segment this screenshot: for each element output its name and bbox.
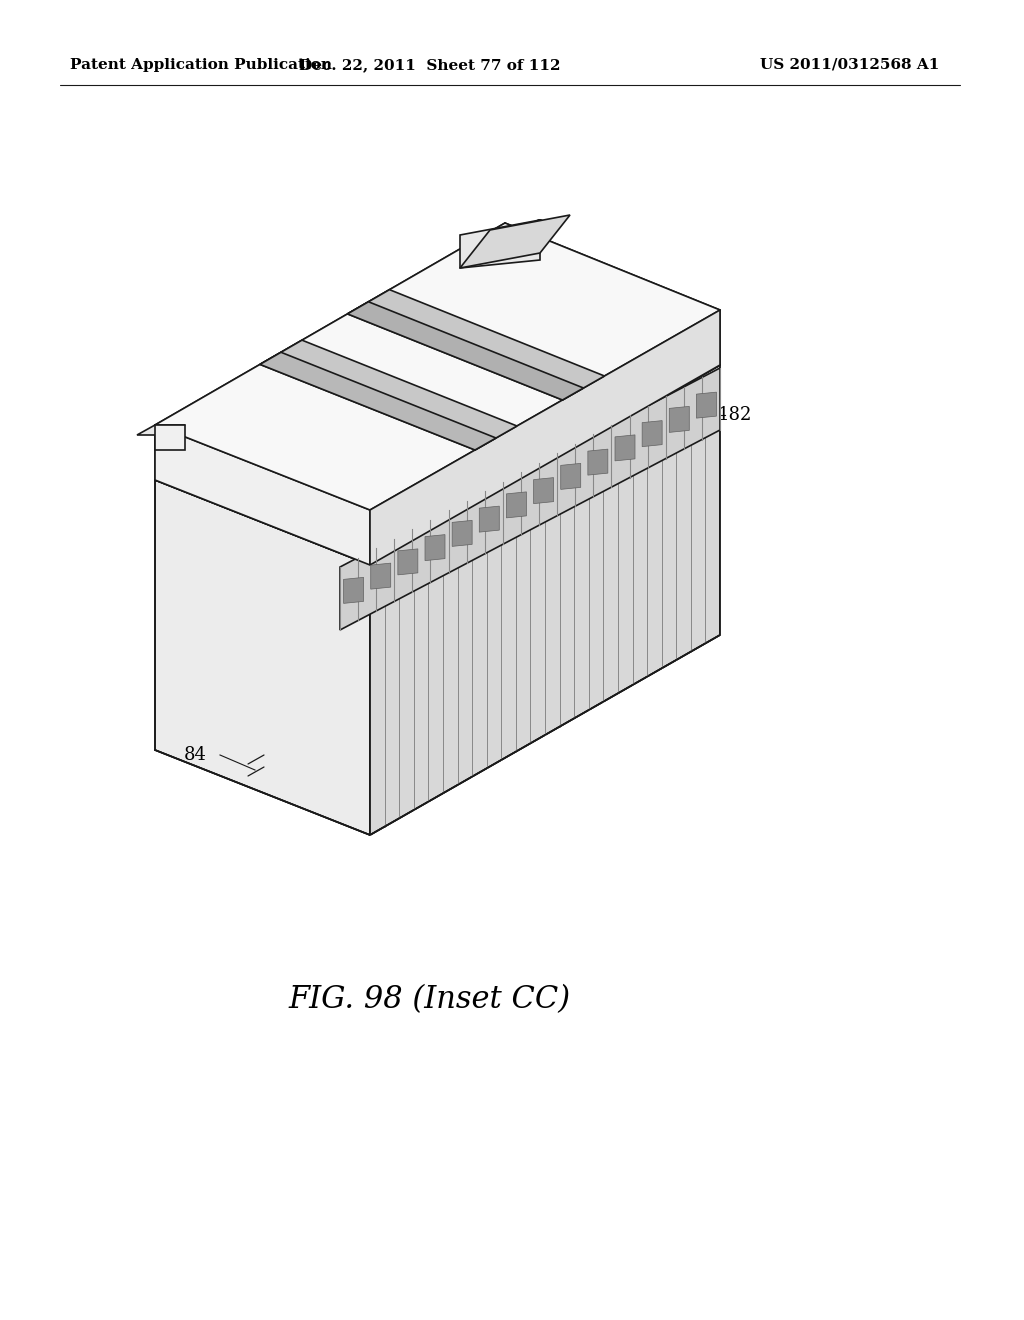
Text: US 2011/0312568 A1: US 2011/0312568 A1 bbox=[760, 58, 940, 73]
Text: 594: 594 bbox=[643, 306, 677, 323]
Polygon shape bbox=[347, 289, 604, 400]
Polygon shape bbox=[155, 480, 370, 836]
Polygon shape bbox=[534, 478, 554, 504]
Polygon shape bbox=[696, 392, 717, 418]
Polygon shape bbox=[370, 366, 720, 836]
Polygon shape bbox=[155, 279, 720, 565]
Polygon shape bbox=[425, 535, 445, 561]
Polygon shape bbox=[260, 352, 496, 450]
Polygon shape bbox=[260, 341, 517, 450]
Polygon shape bbox=[347, 302, 584, 400]
Text: 180: 180 bbox=[663, 343, 697, 360]
Polygon shape bbox=[670, 407, 689, 433]
Text: 182: 182 bbox=[718, 407, 753, 424]
Polygon shape bbox=[460, 215, 570, 268]
Polygon shape bbox=[479, 506, 500, 532]
Polygon shape bbox=[453, 520, 472, 546]
Text: 66: 66 bbox=[642, 327, 666, 346]
Text: 72: 72 bbox=[188, 421, 211, 440]
Polygon shape bbox=[155, 425, 185, 450]
Polygon shape bbox=[615, 434, 635, 461]
Text: 80: 80 bbox=[534, 219, 556, 238]
Text: Patent Application Publication: Patent Application Publication bbox=[70, 58, 332, 73]
Text: FIG. 98 (Inset CC): FIG. 98 (Inset CC) bbox=[289, 985, 571, 1015]
Polygon shape bbox=[344, 577, 364, 603]
Polygon shape bbox=[398, 549, 418, 576]
Polygon shape bbox=[155, 223, 720, 510]
Polygon shape bbox=[588, 449, 608, 475]
Text: Dec. 22, 2011  Sheet 77 of 112: Dec. 22, 2011 Sheet 77 of 112 bbox=[299, 58, 561, 73]
Polygon shape bbox=[507, 492, 526, 517]
Polygon shape bbox=[137, 425, 185, 436]
Polygon shape bbox=[155, 425, 370, 565]
Polygon shape bbox=[561, 463, 581, 490]
Polygon shape bbox=[371, 564, 391, 589]
Polygon shape bbox=[642, 421, 663, 446]
Polygon shape bbox=[340, 368, 720, 630]
Polygon shape bbox=[460, 220, 540, 268]
Text: 84: 84 bbox=[183, 746, 207, 764]
Polygon shape bbox=[370, 310, 720, 565]
